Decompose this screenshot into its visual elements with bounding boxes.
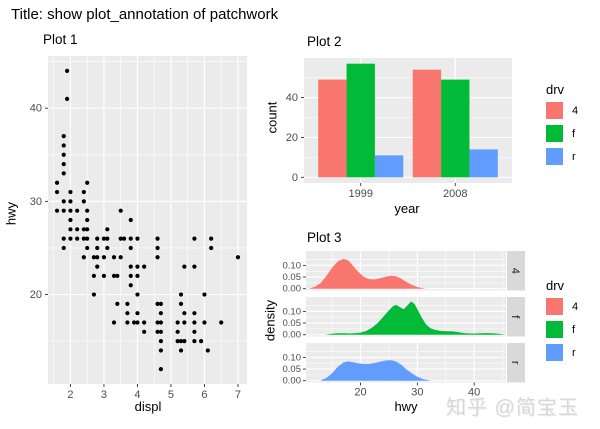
plot2-yaxis-title: count [264,101,280,134]
watermark: 知乎 @简宝玉 [446,397,579,419]
svg-text:6: 6 [201,389,207,401]
plot3-title: Plot 3 [307,230,342,245]
plot1-scatter: 2 3 4 5 6 7 20 30 40 [30,56,247,401]
bar-1999-4 [318,79,347,178]
legend-item-label: 4 [572,104,579,117]
svg-text:40: 40 [30,103,42,115]
bar-2008-4 [412,69,442,178]
svg-text:3: 3 [101,389,107,401]
plot3-facet-f: 0.000.050.10 f [283,297,525,341]
plot3-density: 0.000.050.10 40.000.050.10 f0.000.050.10 r2… [283,251,525,399]
svg-text:30: 30 [411,387,423,399]
svg-text:f: f [509,315,521,319]
svg-text:r: r [509,361,521,365]
legend-item-f: f [546,321,578,338]
facet-strip-f [507,297,525,337]
density-area-f [326,301,506,335]
plot3-facet-r: 0.000.050.10 r [283,343,525,387]
legend-item-label: f [572,323,576,336]
svg-text:30: 30 [30,196,42,208]
plot3-yaxis-title: density [262,299,278,342]
svg-text:0.05: 0.05 [283,318,302,329]
legend-item-label: r [572,346,576,359]
svg-text:4: 4 [134,389,140,401]
legend-swatch-icon [546,125,563,142]
bar-1999-r [374,155,404,178]
legend-title: drv [546,82,565,97]
plot3-facet-4: 0.000.050.10 4 [283,251,525,295]
legend-item-4: 4 [546,298,578,315]
legend-swatch-icon [546,148,563,165]
svg-text:1999: 1999 [348,188,372,200]
svg-text:20: 20 [286,132,298,144]
svg-text:0.10: 0.10 [283,306,302,317]
legend-item-r: r [546,344,578,361]
svg-text:20: 20 [354,387,366,399]
legend-swatch-icon [546,321,563,338]
legend-item-4: 4 [546,102,578,119]
plot1-points [54,68,241,372]
svg-text:20: 20 [30,289,42,301]
legend-item-r: r [546,148,578,165]
svg-text:0.10: 0.10 [283,260,302,271]
svg-text:40: 40 [468,387,480,399]
plot2-bars: 1999 2008 0 20 40 [286,58,512,200]
bar-2008-r [469,149,498,178]
plot2-bar-marks [318,63,498,178]
plot1-panel [48,56,247,384]
plot1-axes: 2 3 4 5 6 7 20 30 40 [30,103,241,401]
legend-swatch-icon [546,298,563,315]
density-area-4 [309,258,426,289]
plot1-yaxis-title: hwy [3,201,19,226]
bar-2008-f [441,79,470,178]
plot3-xaxis-title: hwy [394,399,418,414]
svg-text:2: 2 [67,389,73,401]
svg-text:0.05: 0.05 [283,272,302,283]
svg-text:0.05: 0.05 [283,364,302,375]
plot2-axes: 1999 2008 0 20 40 [286,92,468,200]
svg-text:0.00: 0.00 [283,284,302,295]
plot2-xaxis-title: year [394,201,420,216]
legend-swatch-icon [546,102,563,119]
plot1-title: Plot 1 [43,32,78,47]
legend-item-f: f [546,125,578,142]
plot1-xaxis-title: displ [134,399,162,414]
legend-swatch-icon [546,344,563,361]
plot2-title: Plot 2 [307,34,342,49]
svg-text:4: 4 [509,268,521,274]
svg-text:7: 7 [235,389,241,401]
svg-text:0.00: 0.00 [283,330,302,341]
plot3-x-axis: 20 30 40 [354,382,480,399]
svg-text:5: 5 [168,389,174,401]
bar-1999-f [346,63,375,178]
svg-text:40: 40 [286,92,298,104]
legend-item-label: r [572,150,576,163]
svg-text:0.00: 0.00 [283,376,302,387]
density-area-r [320,360,432,381]
facet-strip-4 [507,251,525,291]
legend-item-label: 4 [572,300,579,313]
svg-text:2008: 2008 [443,188,467,200]
figure-title: Title: show plot_annotation of patchwork [11,6,279,23]
svg-text:0: 0 [292,172,298,184]
facet-strip-r [507,343,525,383]
legend-item-label: f [572,127,576,140]
svg-text:0.10: 0.10 [283,352,302,363]
legend-title: drv [546,278,565,293]
